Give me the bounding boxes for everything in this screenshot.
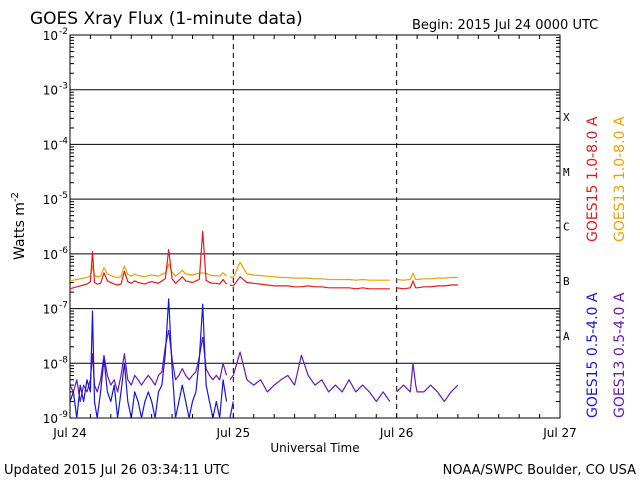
y-axis-label: Watts m-2: [10, 192, 28, 260]
series-line-0: [69, 230, 458, 290]
legend-goes13-long: GOES13 1.0-8.0 A: [612, 116, 628, 242]
y-tick-exponent: -8: [59, 355, 68, 365]
y-tick-label: 10: [43, 193, 58, 207]
svg-text:Watts m-2: Watts m-2: [10, 192, 28, 260]
y-tick-label: 10: [43, 29, 58, 43]
y-tick-label: 10: [43, 248, 58, 262]
y-tick-exponent: -5: [59, 191, 68, 201]
y-axis-label-text: Watts m: [12, 202, 28, 260]
y-tick-exponent: -7: [59, 301, 68, 311]
legend-goes13-short: GOES13 0.5-4.0 A: [612, 292, 628, 418]
y-tick-exponent: -2: [59, 27, 68, 37]
y-tick-label: 10: [43, 84, 58, 98]
x-axis-label: Universal Time: [270, 441, 359, 455]
x-tick-label: Jul 27: [542, 426, 577, 440]
footer-credit: NOAA/SWPC Boulder, CO USA: [443, 463, 636, 478]
series-layer: [69, 230, 459, 419]
y-tick-label: 10: [43, 412, 58, 426]
y-tick-exponent: -9: [59, 410, 68, 420]
legend: GOES15 1.0-8.0 A GOES13 1.0-8.0 A GOES15…: [585, 116, 628, 418]
flare-class-b: B: [563, 275, 570, 288]
y-tick-exponent: -6: [59, 246, 68, 256]
y-tick-exponent: -3: [59, 82, 68, 92]
flare-class-x: X: [563, 111, 570, 124]
footer-updated: Updated 2015 Jul 26 03:34:11 UTC: [4, 463, 229, 478]
series-line-2: [69, 298, 234, 419]
legend-goes15-short: GOES15 0.5-4.0 A: [585, 292, 601, 418]
chart-title: GOES Xray Flux (1-minute data): [30, 9, 303, 29]
y-tick-label: 10: [43, 303, 58, 317]
y-tick-label: 10: [43, 357, 58, 371]
begin-label: Begin: 2015 Jul 24 0000 UTC: [412, 18, 598, 33]
y-axis-label-sup: -2: [10, 192, 21, 202]
x-tick-label: Jul 26: [379, 426, 414, 440]
flare-class-m: M: [563, 166, 570, 179]
flare-class-a: A: [563, 330, 570, 343]
y-tick-exponent: -4: [59, 136, 68, 146]
y-tick-label: 10: [43, 138, 58, 152]
flare-class-c: C: [563, 221, 570, 234]
plot-frame: [69, 34, 561, 419]
x-tick-label: Jul 25: [216, 426, 251, 440]
x-tick-label: Jul 24: [52, 426, 87, 440]
grid-layer: [70, 35, 560, 418]
legend-goes15-long: GOES15 1.0-8.0 A: [585, 116, 601, 242]
